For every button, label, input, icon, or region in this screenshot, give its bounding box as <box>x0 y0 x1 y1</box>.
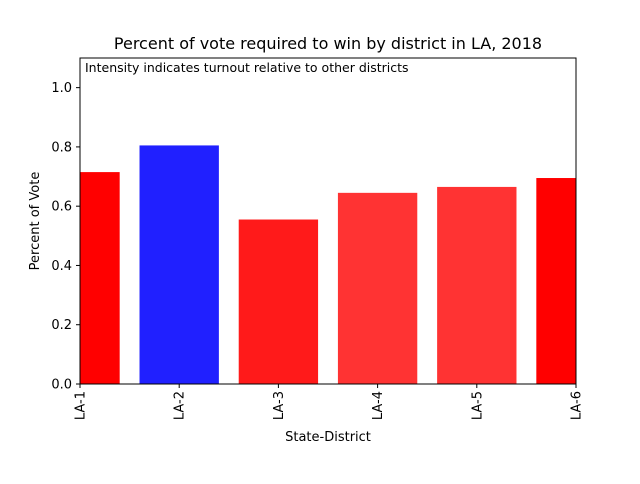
y-tick-label: 0.8 <box>51 140 72 155</box>
x-axis-label: State-District <box>285 430 371 445</box>
bar-la-4 <box>337 192 418 384</box>
y-tick-label: 0.6 <box>51 200 72 215</box>
bar-la-1 <box>80 172 120 384</box>
y-tick-label: 0.4 <box>51 259 72 274</box>
y-tick-label: 0.0 <box>51 378 72 393</box>
x-tick-label: LA-2 <box>173 391 188 420</box>
x-tick-label: LA-1 <box>74 391 89 420</box>
bar-la-2 <box>139 145 219 384</box>
chart-title: Percent of vote required to win by distr… <box>114 34 542 53</box>
y-tick-label: 0.2 <box>51 318 72 333</box>
x-tick-label: LA-5 <box>470 391 485 420</box>
y-axis: 0.0 0.2 0.4 0.6 0.8 1.0 <box>51 81 80 393</box>
plot-frame <box>79 57 577 385</box>
y-axis-label: Percent of Vote <box>28 172 43 271</box>
x-tick-label: LA-4 <box>371 391 386 420</box>
x-tick-label: LA-6 <box>570 391 585 420</box>
bar-la-3 <box>238 219 319 384</box>
bar-la-6 <box>536 178 576 384</box>
bars-layer <box>80 145 576 384</box>
x-axis: LA-1 LA-2 LA-3 LA-4 LA-5 LA-6 <box>74 384 585 420</box>
bar-la-5 <box>437 186 517 384</box>
chart-annotation: Intensity indicates turnout relative to … <box>85 60 409 75</box>
y-tick-label: 1.0 <box>51 81 72 96</box>
x-tick-label: LA-3 <box>272 391 287 420</box>
